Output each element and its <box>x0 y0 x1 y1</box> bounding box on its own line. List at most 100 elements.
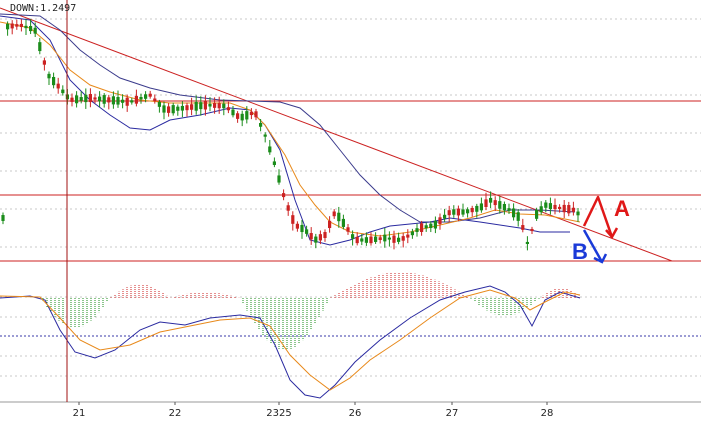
candle-body <box>217 103 221 109</box>
candle-body <box>171 105 175 114</box>
candle-body <box>443 214 447 219</box>
oscillator-slow-line <box>0 289 581 391</box>
candle-body <box>56 83 60 89</box>
candle-body <box>1 215 5 221</box>
x-axis-tick-label: 26 <box>349 408 362 419</box>
candle-body <box>282 193 286 198</box>
candle-body <box>332 211 336 217</box>
candle-body <box>525 241 529 245</box>
candle-body <box>208 103 212 107</box>
annotations: A B <box>572 195 630 264</box>
oscillator-fast-line <box>0 285 581 399</box>
candle-body <box>148 93 152 97</box>
candle-body <box>19 23 23 28</box>
candle-body <box>29 25 33 32</box>
candle-body <box>277 175 281 183</box>
candle-body <box>516 212 520 221</box>
candle-body <box>190 104 194 110</box>
candle-body <box>111 96 115 105</box>
candle-body <box>300 224 304 233</box>
candle-body <box>337 212 341 222</box>
candle-body <box>185 105 189 111</box>
candle-body <box>259 123 263 127</box>
candle-body <box>498 201 502 209</box>
candle-body <box>383 234 387 242</box>
candle-body <box>512 208 516 218</box>
candle-body <box>121 99 125 103</box>
candle-body <box>544 202 548 208</box>
candle-body <box>305 229 309 234</box>
candle-body <box>102 95 106 104</box>
oscillator-panel <box>0 272 581 399</box>
candle-body <box>263 134 267 137</box>
x-axis-tick-label: 22 <box>169 408 182 419</box>
candle-body <box>295 223 299 229</box>
candle-body <box>134 95 138 104</box>
slow-moving-average-line <box>0 13 576 223</box>
candle-body <box>79 97 83 101</box>
candle-body <box>15 24 19 27</box>
candle-body <box>254 111 258 118</box>
candle-body <box>535 209 539 219</box>
candle-body <box>139 96 143 100</box>
candle-body <box>199 102 203 110</box>
candle-body <box>507 208 511 211</box>
candle-body <box>548 203 552 210</box>
annotation-b-arrowhead <box>593 253 608 264</box>
candle-body <box>194 101 198 111</box>
x-axis-tick-label: 27 <box>446 408 459 419</box>
candle-body <box>433 220 437 229</box>
candle-body <box>268 146 272 153</box>
candle-body <box>213 103 217 108</box>
candle-body <box>162 105 166 113</box>
candle-body <box>314 236 318 243</box>
x-axis-tick-label: 21 <box>73 408 86 419</box>
candle-body <box>52 76 56 86</box>
candle-body <box>226 107 230 111</box>
candle-body <box>410 231 414 236</box>
candle-body <box>231 109 235 116</box>
candle-body <box>116 97 120 105</box>
candle-body <box>98 96 102 102</box>
candle-body <box>553 204 557 210</box>
candle-body <box>47 73 51 79</box>
annotation-a-arrowhead <box>605 227 619 240</box>
candlesticks <box>1 19 580 251</box>
downtrend-line <box>0 7 673 262</box>
candle-body <box>291 215 295 224</box>
candle-body <box>470 207 474 213</box>
trend-lines <box>0 7 673 262</box>
candle-body <box>521 225 525 230</box>
candle-body <box>562 204 566 213</box>
fast-moving-average-line <box>0 21 581 237</box>
candle-body <box>240 113 244 121</box>
candle-body <box>88 94 92 103</box>
candle-body <box>355 236 359 244</box>
x-axis: 21 22 2325 26 27 28 <box>73 402 553 419</box>
candle-body <box>530 228 534 232</box>
candle-body <box>38 42 42 52</box>
candle-body <box>401 236 405 241</box>
candle-body <box>203 100 207 110</box>
candle-body <box>567 205 571 214</box>
candle-body <box>571 207 575 212</box>
annotation-a-label: A <box>614 196 630 221</box>
candle-body <box>176 106 180 111</box>
candle-body <box>456 208 460 216</box>
candle-body <box>75 95 79 104</box>
candle-body <box>70 97 74 102</box>
candle-body <box>447 210 451 216</box>
candle-body <box>236 113 240 119</box>
candle-body <box>180 105 184 111</box>
candle-body <box>84 94 88 103</box>
annotation-a-arrow <box>582 195 614 238</box>
candle-body <box>452 209 456 215</box>
grid-lines <box>0 18 701 403</box>
candle-body <box>286 205 290 211</box>
candle-body <box>539 206 543 213</box>
x-axis-tick-label: 2325 <box>266 408 291 419</box>
candle-body <box>157 101 161 107</box>
candle-body <box>466 209 470 214</box>
candle-body <box>406 234 410 238</box>
candle-body <box>309 233 313 240</box>
